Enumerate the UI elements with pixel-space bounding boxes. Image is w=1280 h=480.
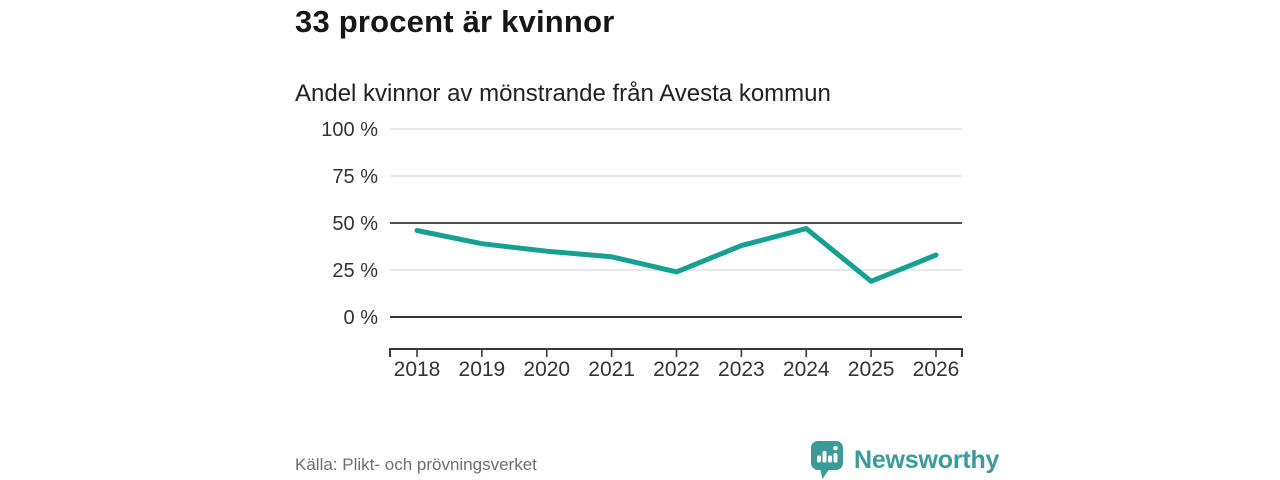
y-axis-tick-label: 50 % — [332, 213, 378, 235]
x-axis-tick-label: 2023 — [718, 358, 765, 381]
data-line — [414, 226, 939, 284]
chart-subtitle: Andel kvinnor av mönstrande från Avesta … — [295, 80, 831, 107]
newsworthy-logo: Newsworthy — [810, 440, 999, 480]
y-axis-tick-label: 0 % — [344, 307, 379, 329]
y-axis-tick-label: 75 % — [332, 166, 378, 188]
newsworthy-logo-text: Newsworthy — [854, 445, 1000, 474]
source-note: Källa: Plikt- och prövningsverket — [295, 455, 537, 474]
y-axis-tick-label: 25 % — [332, 260, 378, 282]
x-axis-tick-label: 2020 — [523, 358, 570, 381]
x-axis-tick-label: 2021 — [588, 358, 635, 381]
y-axis-tick-label: 100 % — [321, 119, 378, 141]
line-chart-svg: 0 % 25 % 50 % 75 % 100 % 2018 2019 2020 2021 2022… — [321, 119, 963, 381]
page-title: 33 procent är kvinnor — [295, 4, 615, 39]
newsworthy-logo-icon — [811, 441, 843, 479]
x-axis-tick-label: 2026 — [913, 358, 960, 381]
x-axis-tick-label: 2022 — [653, 358, 700, 381]
x-axis-tick-label: 2025 — [848, 358, 895, 381]
x-axis-tick-label: 2024 — [783, 358, 830, 381]
x-axis-tick-label: 2019 — [459, 358, 506, 381]
line-chart: 0 % 25 % 50 % 75 % 100 % 2018 2019 2020 2021 2022… — [295, 108, 985, 398]
x-axis-tick-label: 2018 — [394, 358, 441, 381]
